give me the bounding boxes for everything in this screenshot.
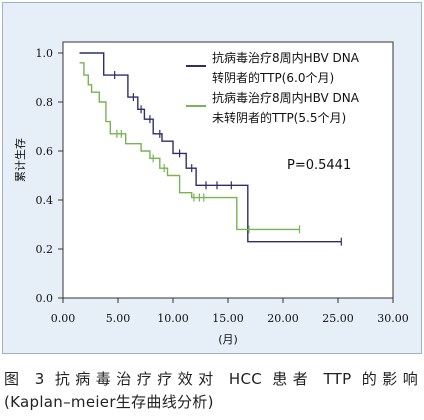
series-line-2: [79, 62, 300, 231]
y-axis-title: 累计生存: [13, 138, 27, 182]
x-tick-label: 20.00: [267, 312, 299, 325]
p-value-annotation: P=0.5441: [287, 158, 351, 173]
y-tick-label: 0.2: [36, 243, 54, 256]
x-tick-label: 30.00: [377, 312, 409, 325]
x-tick-label: 25.00: [322, 312, 354, 325]
y-tick-label: 0.6: [36, 145, 54, 158]
y-tick-label: 1.0: [36, 47, 54, 60]
km-chart: 0.00 5.00 10.00 15.00 20.00 25.00 30.00 0.0 0.2 0…: [13, 41, 409, 346]
legend-label: 抗病毒治疗8周内HBV DNA: [212, 50, 360, 65]
figure-caption: 图 3 抗病毒治疗疗效对 HCC 患者 TTP 的影响: [4, 370, 418, 388]
x-tick-label: 15.00: [212, 312, 244, 325]
series-line-1: [79, 52, 342, 243]
plot-area: [62, 41, 394, 299]
x-axis-title: (月): [218, 333, 238, 346]
x-tick-label: 10.00: [157, 312, 189, 325]
y-tick-label: 0.4: [36, 194, 54, 207]
legend-label: 抗病毒治疗8周内HBV DNA: [212, 90, 360, 105]
y-tick-label: 0.0: [36, 292, 54, 305]
x-tick-label: 5.00: [106, 312, 131, 325]
legend-label: 未转阴者的TTP(5.5个月): [212, 110, 346, 125]
x-tick-label: 0.00: [51, 312, 76, 325]
figure-caption-subtitle: (Kaplan–meier生存曲线分析): [4, 393, 214, 411]
y-tick-label: 0.8: [36, 96, 54, 109]
legend-label: 转阴者的TTP(6.0个月): [212, 70, 334, 85]
